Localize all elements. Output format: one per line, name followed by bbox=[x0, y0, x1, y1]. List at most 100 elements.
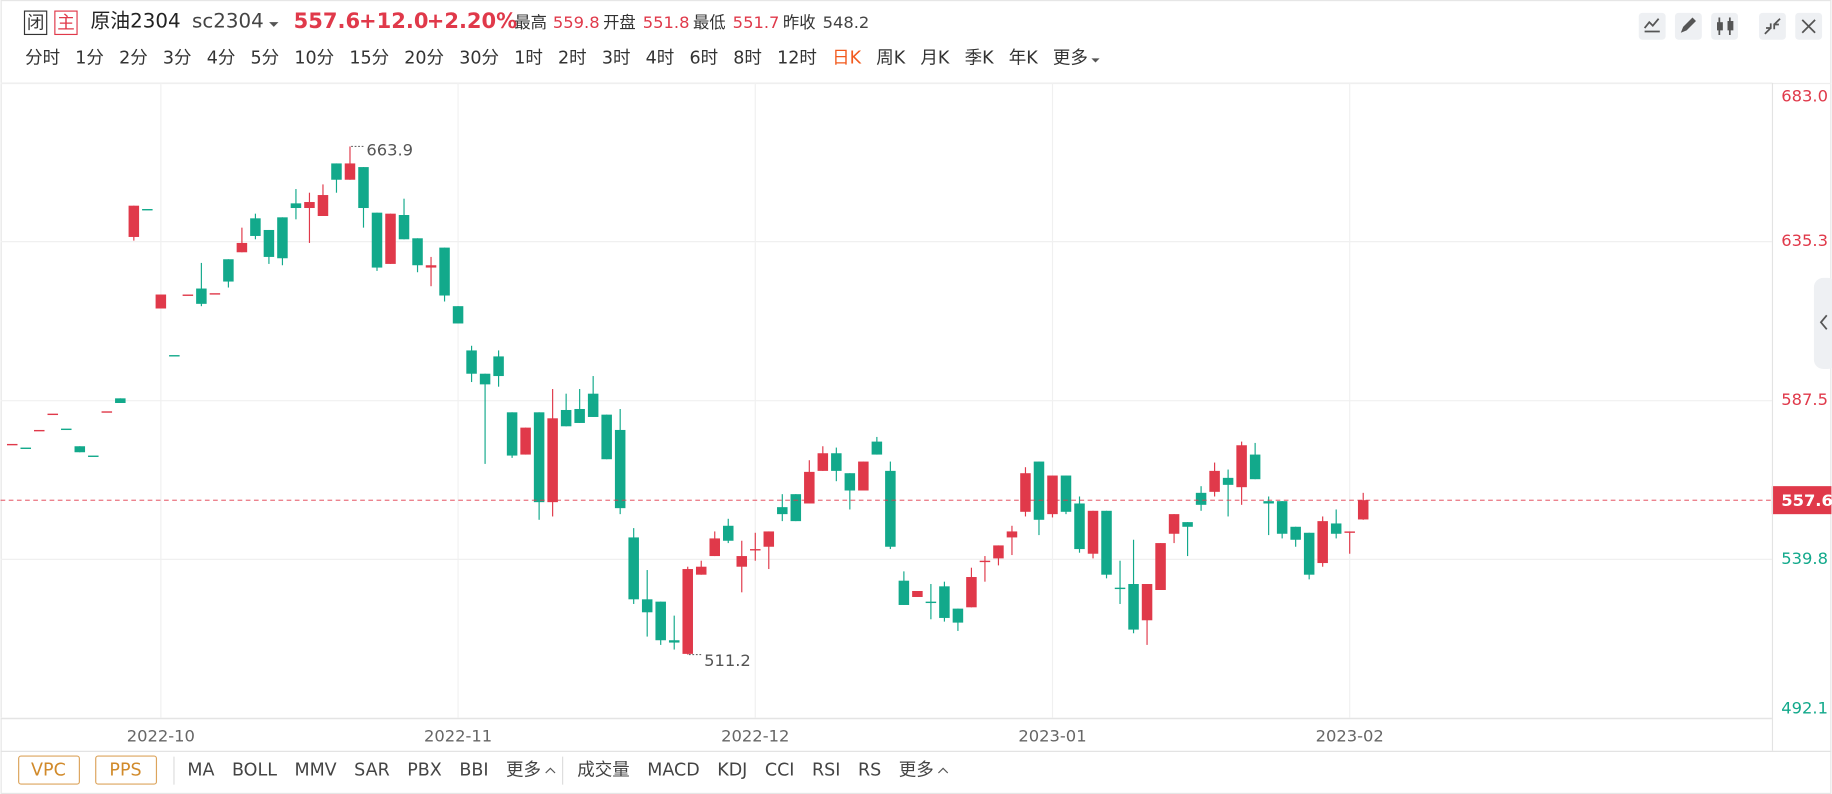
candle-body bbox=[1263, 501, 1274, 504]
indicator-box[interactable] bbox=[95, 755, 158, 785]
indicator-option[interactable]: PBX bbox=[407, 761, 442, 781]
indicator-option[interactable]: CCI bbox=[765, 761, 795, 781]
indicator-option[interactable]: SAR bbox=[354, 761, 390, 781]
indicator-option[interactable]: 更多 bbox=[506, 761, 541, 781]
indicator-option[interactable]: BBI bbox=[459, 761, 488, 781]
price-change-pct: +2.20% bbox=[427, 8, 517, 33]
x-tick-label: 2022-10 bbox=[127, 726, 195, 745]
period-option[interactable]: 4分 bbox=[207, 48, 236, 68]
candle-body bbox=[223, 259, 234, 282]
candle-body bbox=[777, 507, 788, 515]
main-badge[interactable] bbox=[54, 10, 78, 36]
high-annotation: 663.9 bbox=[366, 141, 413, 160]
candle-body bbox=[912, 590, 923, 597]
candle-body bbox=[20, 447, 32, 449]
period-option[interactable]: 30分 bbox=[459, 48, 499, 68]
period-option[interactable]: 3时 bbox=[602, 48, 631, 68]
candle-body bbox=[47, 413, 59, 416]
candle-body bbox=[1033, 461, 1045, 520]
candle-body bbox=[196, 288, 207, 304]
candle-body bbox=[277, 217, 288, 259]
period-option[interactable]: 2分 bbox=[119, 48, 148, 68]
candle-body bbox=[655, 601, 666, 641]
indicator-option[interactable]: RSI bbox=[812, 761, 840, 781]
candle-body bbox=[1290, 526, 1301, 540]
more-caret bbox=[1091, 58, 1100, 63]
candle-body bbox=[979, 560, 991, 563]
candle-body bbox=[155, 294, 167, 309]
candle-body bbox=[88, 455, 99, 457]
candle-body bbox=[939, 586, 950, 618]
dropdown-caret[interactable] bbox=[269, 22, 279, 27]
instrument-code[interactable]: sc2304 bbox=[192, 10, 264, 33]
indicator-option[interactable]: MMV bbox=[294, 761, 336, 781]
candle-body bbox=[831, 453, 842, 471]
period-option[interactable]: 2时 bbox=[558, 48, 587, 68]
tool-icon bbox=[1717, 22, 1723, 31]
indicator-option[interactable]: 更多 bbox=[899, 761, 934, 781]
tool-button[interactable] bbox=[1711, 12, 1739, 40]
period-option[interactable]: 分时 bbox=[25, 48, 60, 68]
candle-body bbox=[1344, 531, 1355, 533]
period-option[interactable]: 12时 bbox=[777, 48, 817, 68]
candle-body bbox=[412, 238, 423, 266]
candle-body bbox=[533, 412, 545, 503]
period-option[interactable]: 月K bbox=[920, 48, 949, 68]
indicator-box[interactable] bbox=[18, 755, 80, 785]
candle-body bbox=[34, 429, 45, 432]
candle-body bbox=[371, 212, 383, 268]
candle-body bbox=[331, 163, 342, 180]
candle-body bbox=[74, 446, 86, 453]
candle-body bbox=[1303, 532, 1315, 575]
candle-body bbox=[304, 202, 315, 209]
y-tick-label: 587.5 bbox=[1781, 390, 1828, 409]
candle-body bbox=[1006, 531, 1018, 538]
period-option[interactable]: 6时 bbox=[689, 48, 718, 68]
period-option[interactable]: 季K bbox=[965, 48, 994, 68]
candle-body bbox=[1195, 492, 1207, 505]
candle-body bbox=[6, 443, 18, 446]
period-option[interactable]: 周K bbox=[876, 48, 905, 68]
candle-body bbox=[628, 537, 639, 600]
candle-body bbox=[587, 393, 599, 417]
indicator-option[interactable]: BOLL bbox=[232, 761, 277, 781]
tool-button[interactable] bbox=[1759, 12, 1786, 40]
candle-body bbox=[641, 599, 653, 613]
badge-text: 主 bbox=[57, 13, 74, 33]
indicator-option[interactable]: RS bbox=[858, 761, 881, 781]
stat-label: 昨收 bbox=[783, 13, 816, 32]
period-option[interactable]: 1时 bbox=[514, 48, 543, 68]
period-option[interactable]: 1分 bbox=[75, 48, 104, 68]
candle-body bbox=[1182, 522, 1193, 527]
candle-body bbox=[1087, 510, 1099, 554]
period-option[interactable]: 15分 bbox=[349, 48, 389, 68]
indicator-option[interactable]: MA bbox=[187, 761, 214, 781]
y-tick-label: 492.1 bbox=[1781, 698, 1828, 717]
indicator-option[interactable]: KDJ bbox=[717, 761, 747, 781]
period-option[interactable]: 10分 bbox=[294, 48, 334, 68]
candle-body bbox=[1128, 584, 1139, 630]
period-option[interactable]: 8时 bbox=[733, 48, 762, 68]
close-badge[interactable] bbox=[23, 10, 48, 36]
candle-body bbox=[1249, 454, 1261, 480]
period-option[interactable]: 4时 bbox=[646, 48, 675, 68]
candle-body bbox=[1074, 503, 1085, 550]
period-option[interactable]: 年K bbox=[1009, 48, 1038, 68]
period-option[interactable]: 20分 bbox=[404, 48, 444, 68]
candle-body bbox=[61, 428, 72, 431]
candle-body bbox=[736, 556, 748, 567]
period-option[interactable]: 更多 bbox=[1053, 48, 1088, 68]
candle-body bbox=[358, 167, 369, 209]
indicator-option[interactable]: 成交量 bbox=[577, 761, 630, 781]
period-option[interactable]: 日K bbox=[832, 48, 861, 68]
period-bar: 分时 1分 2分 3分 4分 5分 10分 15分 20分 30分 1时 2时 3时 4时 6时 8时 12时日… bbox=[25, 48, 1100, 68]
indicator-option[interactable]: MACD bbox=[647, 761, 699, 781]
candle-body bbox=[601, 414, 612, 460]
indicator-label: VPC bbox=[31, 761, 66, 781]
candle-body bbox=[804, 471, 815, 504]
period-option[interactable]: 3分 bbox=[163, 48, 192, 68]
candle-body bbox=[574, 408, 585, 423]
tool-icon bbox=[1764, 18, 1781, 35]
period-option[interactable]: 5分 bbox=[251, 48, 280, 68]
candle-body bbox=[858, 461, 869, 491]
